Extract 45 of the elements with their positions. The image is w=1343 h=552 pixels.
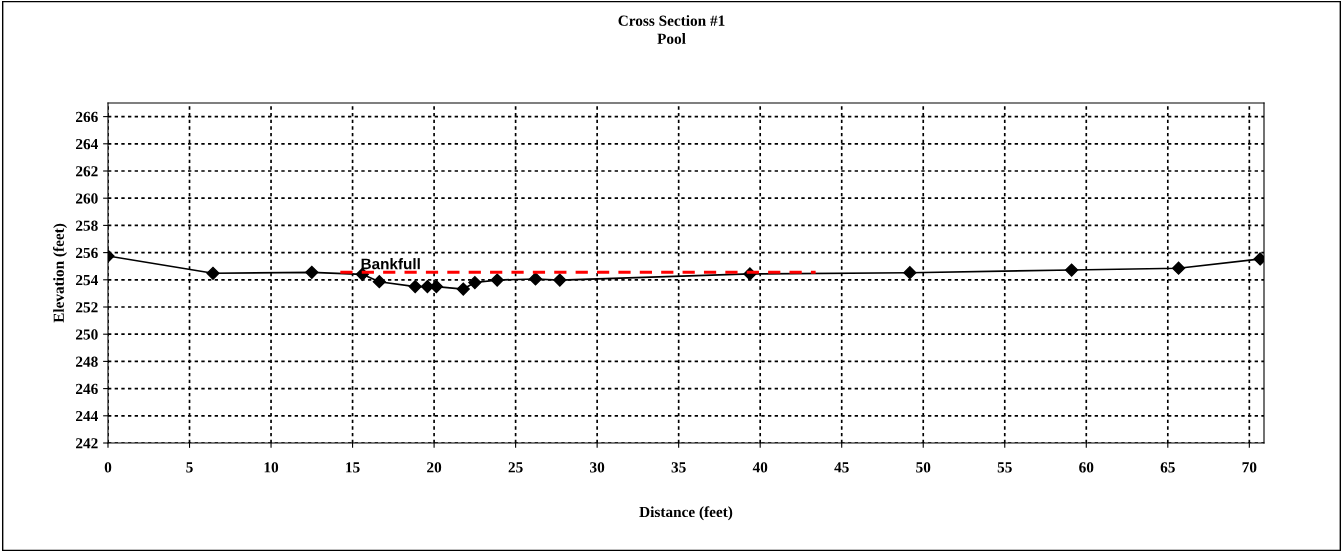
y-tick-label: 258 (76, 220, 98, 231)
x-tick-label: 25 (508, 462, 523, 473)
x-axis-title: Distance (feet) (639, 506, 733, 521)
y-tick-label: 248 (76, 356, 98, 367)
x-tick-label: 0 (104, 462, 112, 473)
point (903, 266, 917, 280)
point (456, 282, 470, 296)
point (1065, 263, 1079, 277)
point (490, 273, 504, 287)
chart-title: Cross Section #1 (618, 15, 725, 26)
y-tick-label: 250 (76, 329, 98, 340)
x-tick-label: 65 (1160, 462, 1175, 473)
y-tick-label: 260 (76, 193, 98, 204)
y-tick-label: 244 (76, 410, 98, 422)
y-tick-label: 252 (76, 302, 98, 313)
x-tick-label: 35 (671, 462, 686, 473)
point (305, 265, 319, 279)
x-tick-label: 50 (916, 462, 931, 473)
x-tick-label: 55 (997, 462, 1012, 473)
x-tick-label: 40 (752, 462, 768, 473)
point (206, 266, 220, 280)
x-tick-label: 20 (427, 462, 442, 473)
x-tick-label: 60 (1079, 462, 1094, 473)
x-tick-label: 45 (834, 462, 849, 473)
point (1171, 261, 1186, 275)
y-tick-label: 246 (76, 383, 98, 395)
y-tick-label: 262 (76, 166, 98, 177)
y-axis-title: Elevation (feet) (53, 223, 68, 323)
x-tick-label: 30 (590, 462, 605, 473)
y-tick-label: 256 (76, 247, 98, 259)
x-tick-label: 5 (186, 462, 193, 473)
point (468, 275, 482, 290)
point (372, 275, 386, 289)
point (528, 272, 543, 286)
chart-subtitle: Pool (657, 33, 686, 44)
x-tick-label: 10 (264, 462, 279, 473)
y-tick-label: 242 (76, 438, 98, 449)
y-tick-label: 254 (76, 274, 98, 286)
point (408, 280, 422, 294)
y-tick-label: 264 (76, 138, 98, 150)
x-tick-label: 70 (1242, 462, 1257, 473)
y-tick-label: 266 (76, 111, 98, 123)
point (553, 273, 567, 287)
x-tick-label: 15 (346, 462, 360, 473)
series-label: Bankfull (361, 258, 420, 270)
